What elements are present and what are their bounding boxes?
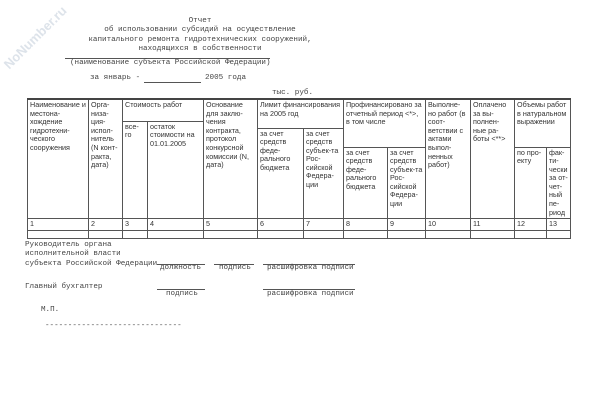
accountant-decoding-field[interactable] xyxy=(263,289,355,290)
cell[interactable] xyxy=(546,229,571,239)
head-line-2: исполнительной власти xyxy=(25,250,121,259)
accountant-decoding-caption: расшифровка подписи xyxy=(267,290,354,298)
limit-header: Лимит финансирования на 2005 год xyxy=(257,98,344,129)
col-number: 4 xyxy=(147,218,204,231)
units-label: тыс. руб. xyxy=(272,89,314,97)
cell[interactable] xyxy=(88,229,123,239)
position-caption: должность xyxy=(160,264,202,272)
col-number: 2 xyxy=(88,218,123,231)
signature-caption: подпись xyxy=(219,264,251,272)
col-8-header: за счет средств феде-рального бюджета xyxy=(343,146,388,220)
cell[interactable] xyxy=(27,229,89,239)
cell[interactable] xyxy=(203,229,258,239)
position-field[interactable] xyxy=(157,264,205,265)
cell[interactable] xyxy=(257,229,304,239)
col-number: 5 xyxy=(203,218,258,231)
col-number: 13 xyxy=(546,218,571,231)
col-6-header: за счет средств феде-рального бюджета xyxy=(257,127,304,220)
accountant-signature-field[interactable] xyxy=(157,289,205,290)
col-1-header: Наименование и местона-хождение гидротех… xyxy=(27,98,89,220)
cost-header: Стоимость работ xyxy=(122,98,204,122)
cell[interactable] xyxy=(343,229,388,239)
col-12-header: по про-екту xyxy=(514,146,547,220)
col-number: 1 xyxy=(27,218,89,231)
period-suffix: 2005 года xyxy=(205,74,247,82)
cell[interactable] xyxy=(425,229,471,239)
head-line-1: Руководитель органа xyxy=(25,241,112,249)
col-number: 12 xyxy=(514,218,547,231)
col-7-header: за счет средств субъек-та Рос-сийской Фе… xyxy=(303,127,344,220)
cell[interactable] xyxy=(303,229,344,239)
col-5-header: Основание для заклю-чения контракта, про… xyxy=(203,98,258,220)
period-prefix: за январь - xyxy=(90,74,141,82)
cell[interactable] xyxy=(147,229,204,239)
col-number: 10 xyxy=(425,218,471,231)
decoding-caption: расшифровка подписи xyxy=(267,264,354,272)
col-number: 11 xyxy=(470,218,515,231)
period-month-field[interactable] xyxy=(144,82,201,83)
subject-line xyxy=(65,58,270,59)
col-number: 9 xyxy=(387,218,426,231)
head-signatory: Руководитель органа исполнительной власт… xyxy=(25,241,157,269)
col-number: 8 xyxy=(343,218,388,231)
financed-header: Профинансировано за отчетный период <*>,… xyxy=(343,98,426,148)
report-table: Наименование и местона-хождение гидротех… xyxy=(27,98,571,239)
cell[interactable] xyxy=(514,229,547,239)
decoding-field[interactable] xyxy=(263,264,355,265)
accountant-signature-caption: подпись xyxy=(166,290,198,298)
accountant-label: Главный бухгалтер xyxy=(25,283,103,291)
cell[interactable] xyxy=(470,229,515,239)
col-3-header: все-го xyxy=(122,120,148,220)
data-row[interactable] xyxy=(27,229,571,239)
report-subtitle-3: находящихся в собственности xyxy=(138,44,262,53)
col-2-header: Орга-низа-ция-испол-нитель (N конт-ракта… xyxy=(88,98,123,220)
col-4-header: остаток стоимости на 01.01.2005 xyxy=(147,120,204,220)
head-line-3: субъекта Российской Федерации xyxy=(25,259,158,268)
stamp-label: М.П. xyxy=(41,306,60,314)
col-number: 6 xyxy=(257,218,304,231)
report-subtitle-1: об использовании субсидий на осуществлен… xyxy=(104,26,296,35)
cell[interactable] xyxy=(387,229,426,239)
signature-field[interactable] xyxy=(214,264,254,265)
report-heading: Отчет об использовании субсидий на осуще… xyxy=(0,17,400,54)
col-number: 7 xyxy=(303,218,344,231)
col-9-header: за счет средств субъек-та Рос-сийской Фе… xyxy=(387,146,426,220)
subject-caption: (наименование субъекта Российской Федера… xyxy=(70,59,271,67)
report-subtitle-2: капитального ремонта гидротехнических со… xyxy=(88,35,312,44)
col-13-header: фак-ти-чески за от-чет-ный пе-риод xyxy=(546,146,571,220)
col-number: 3 xyxy=(122,218,148,231)
volume-header: Объемы работ в натуральном выражении xyxy=(514,98,571,148)
cell[interactable] xyxy=(122,229,148,239)
report-title: Отчет xyxy=(188,17,212,25)
col-11-header: Оплачено за вы-полнен-ные ра-боты <**> xyxy=(470,98,515,220)
col-10-header: Выполне-но работ (в соот-ветствии с акта… xyxy=(425,98,471,220)
dashed-line: ------------------------------ xyxy=(45,322,182,330)
column-numbers-row: 1 2 3 4 5 6 7 8 9 10 11 12 13 xyxy=(27,218,571,231)
